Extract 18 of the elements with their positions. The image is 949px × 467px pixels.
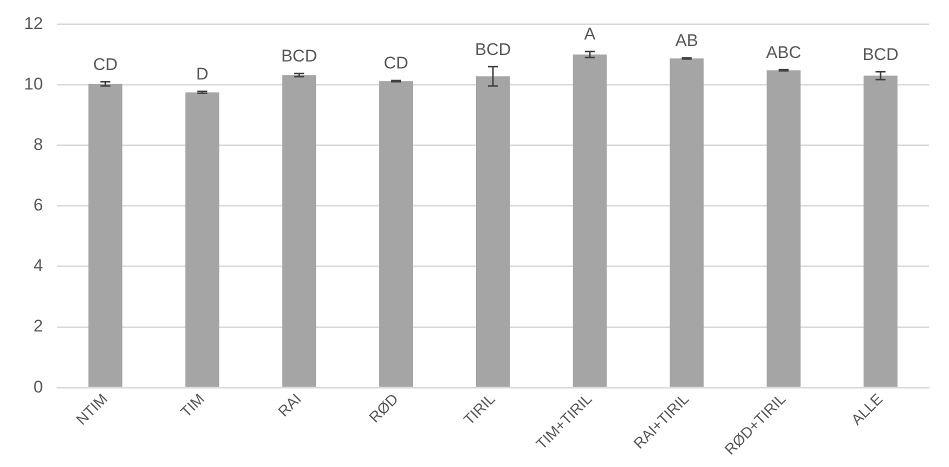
x-tick-label: RAI [275,390,305,420]
annotation: CD [384,54,408,73]
y-tick-label: 10 [24,74,43,94]
annotation: D [196,64,208,84]
annotation: BCD [281,46,318,66]
annotation: A [584,24,596,44]
x-tick-label: TIM [178,390,208,421]
y-tick-label: 6 [33,196,43,215]
y-tick-label: 2 [33,316,43,336]
annotation: ABC [766,42,802,62]
y-tick-label: 8 [33,135,43,154]
annotation: BCD [862,44,899,64]
annotation: CD [93,54,118,74]
y-tick-label: 4 [33,256,43,276]
y-tick-label: 0 [33,377,43,396]
annotation: AB [675,31,698,50]
y-tick-label: 12 [24,14,43,33]
annotation: BCD [475,40,511,59]
